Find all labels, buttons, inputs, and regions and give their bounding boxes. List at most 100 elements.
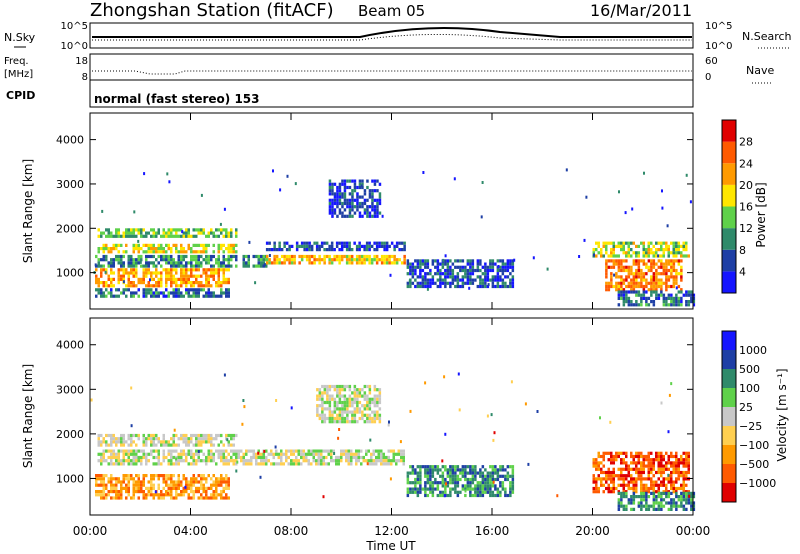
velocity-cell — [212, 493, 215, 497]
velocity-cell — [484, 481, 487, 485]
velocity-cell — [127, 483, 130, 487]
power-cell — [167, 274, 170, 278]
power-cell — [185, 281, 188, 285]
velocity-colorbar-swatch — [722, 369, 736, 388]
power-cell — [373, 205, 377, 209]
power-cell — [175, 268, 178, 272]
velocity-cell — [130, 443, 133, 447]
velocity-cell — [102, 452, 105, 456]
power-cell — [421, 259, 425, 263]
velocity-cell — [499, 474, 502, 478]
velocity-cell — [277, 462, 280, 466]
power-cell — [97, 277, 100, 281]
power-cell — [152, 234, 155, 238]
power-cell — [348, 205, 352, 209]
power-cell — [499, 284, 502, 289]
power-cell — [95, 277, 98, 281]
power-cell — [195, 258, 198, 262]
velocity-cell — [645, 464, 648, 468]
power-cell — [383, 261, 386, 265]
velocity-cell — [347, 459, 350, 463]
power-cell — [672, 259, 676, 263]
power-cell — [627, 248, 630, 252]
power-cell — [592, 248, 595, 252]
power-cell — [667, 296, 671, 300]
power-cell — [185, 264, 188, 268]
power-scatter-point — [487, 283, 490, 287]
power-cell — [212, 234, 215, 238]
velocity-cell — [373, 416, 377, 421]
velocity-cell — [155, 443, 158, 447]
power-cell — [486, 265, 490, 269]
velocity-cell — [140, 459, 143, 463]
power-cell — [100, 291, 103, 295]
velocity-cell — [446, 484, 450, 488]
power-cell — [459, 278, 462, 282]
power-cell — [617, 241, 620, 245]
velocity-cell — [632, 507, 636, 511]
power-cell — [632, 251, 635, 255]
velocity-cell — [397, 449, 400, 453]
velocity-cell — [657, 495, 661, 499]
power-cell — [338, 208, 342, 212]
power-cell — [117, 281, 120, 285]
power-cell — [672, 300, 676, 304]
velocity-cell — [685, 470, 688, 475]
velocity-cell — [177, 486, 180, 490]
power-cell — [348, 254, 351, 259]
velocity-cell — [652, 461, 655, 465]
power-cell — [665, 262, 668, 266]
velocity-cell — [346, 420, 349, 424]
velocity-cell — [406, 493, 410, 498]
velocity-cell — [190, 455, 193, 460]
velocity-cell — [317, 455, 320, 460]
power-cell — [157, 250, 160, 254]
power-cell — [677, 290, 681, 294]
velocity-cell — [175, 433, 178, 438]
power-ytick-label: 3000 — [56, 178, 84, 191]
power-cell — [320, 241, 324, 245]
velocity-cell — [142, 440, 145, 444]
velocity-cell — [356, 397, 359, 401]
velocity-cell — [361, 413, 364, 417]
velocity-cell — [150, 474, 153, 478]
power-cell — [165, 277, 168, 281]
velocity-cell — [225, 437, 228, 441]
power-cell — [451, 275, 455, 279]
velocity-cell — [426, 468, 430, 472]
velocity-cell — [378, 420, 382, 424]
power-cell — [685, 300, 688, 304]
power-cell — [652, 251, 655, 255]
velocity-cell — [692, 501, 696, 505]
velocity-cell — [414, 471, 417, 475]
velocity-cell — [647, 490, 650, 494]
velocity-cell — [441, 493, 445, 498]
velocity-cell — [617, 477, 620, 481]
velocity-cell — [409, 481, 412, 485]
velocity-cell — [152, 449, 155, 453]
power-colorbar-swatch — [722, 249, 736, 272]
power-cell — [115, 247, 118, 251]
velocity-cell — [331, 397, 334, 401]
velocity-cell — [682, 458, 685, 462]
power-cell — [195, 234, 198, 238]
power-cell — [366, 208, 369, 212]
power-cell — [685, 244, 688, 248]
velocity-cell — [625, 477, 628, 481]
power-cell — [177, 284, 180, 288]
velocity-scatter-point — [167, 492, 169, 495]
power-cell — [150, 243, 153, 247]
power-cell — [227, 294, 230, 298]
velocity-cell — [491, 468, 495, 472]
velocity-cell — [117, 477, 120, 481]
power-cell — [330, 261, 334, 265]
velocity-cell — [607, 486, 610, 491]
power-cell — [145, 274, 148, 278]
power-cell — [481, 272, 485, 276]
velocity-cell — [137, 490, 140, 494]
power-cell — [140, 247, 143, 251]
power-scatter-point — [263, 263, 266, 267]
power-cell — [431, 281, 435, 285]
velocity-cell — [449, 493, 452, 498]
